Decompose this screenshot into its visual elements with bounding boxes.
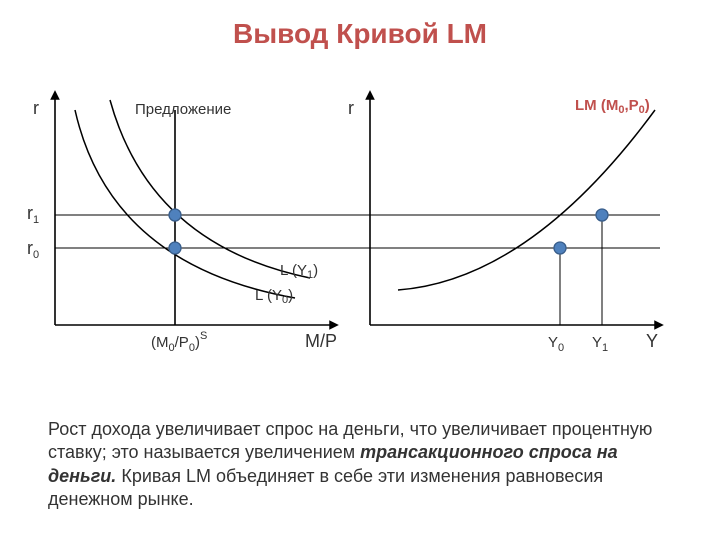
svg-text:r: r: [348, 98, 354, 118]
svg-text:L (Y1): L (Y1): [280, 262, 318, 281]
svg-text:Предложение: Предложение: [135, 101, 231, 118]
svg-text:LM (M0,P0): LM (M0,P0): [575, 97, 650, 116]
svg-text:Y: Y: [646, 331, 658, 351]
diagram-canvas: r M/P (M0/P0)S r0 r1 Предложение L (Y0) L (Y1) r…: [0, 50, 720, 450]
caption-text: Рост дохода увеличивает спрос на деньги,…: [48, 418, 680, 512]
svg-text:r: r: [33, 98, 39, 118]
page-title: Вывод Кривой LM: [0, 0, 720, 50]
svg-text:Y0: Y0: [548, 334, 564, 354]
caption-part-2: Кривая LM объединяет в себе эти изменени…: [48, 466, 603, 509]
svg-text:M/P: M/P: [305, 331, 337, 351]
svg-text:L (Y0): L (Y0): [255, 287, 293, 306]
svg-text:r1: r1: [27, 203, 39, 226]
svg-text:Y1: Y1: [592, 334, 608, 354]
svg-text:(M0/P0)S: (M0/P0)S: [151, 330, 207, 354]
svg-text:r0: r0: [27, 238, 39, 261]
